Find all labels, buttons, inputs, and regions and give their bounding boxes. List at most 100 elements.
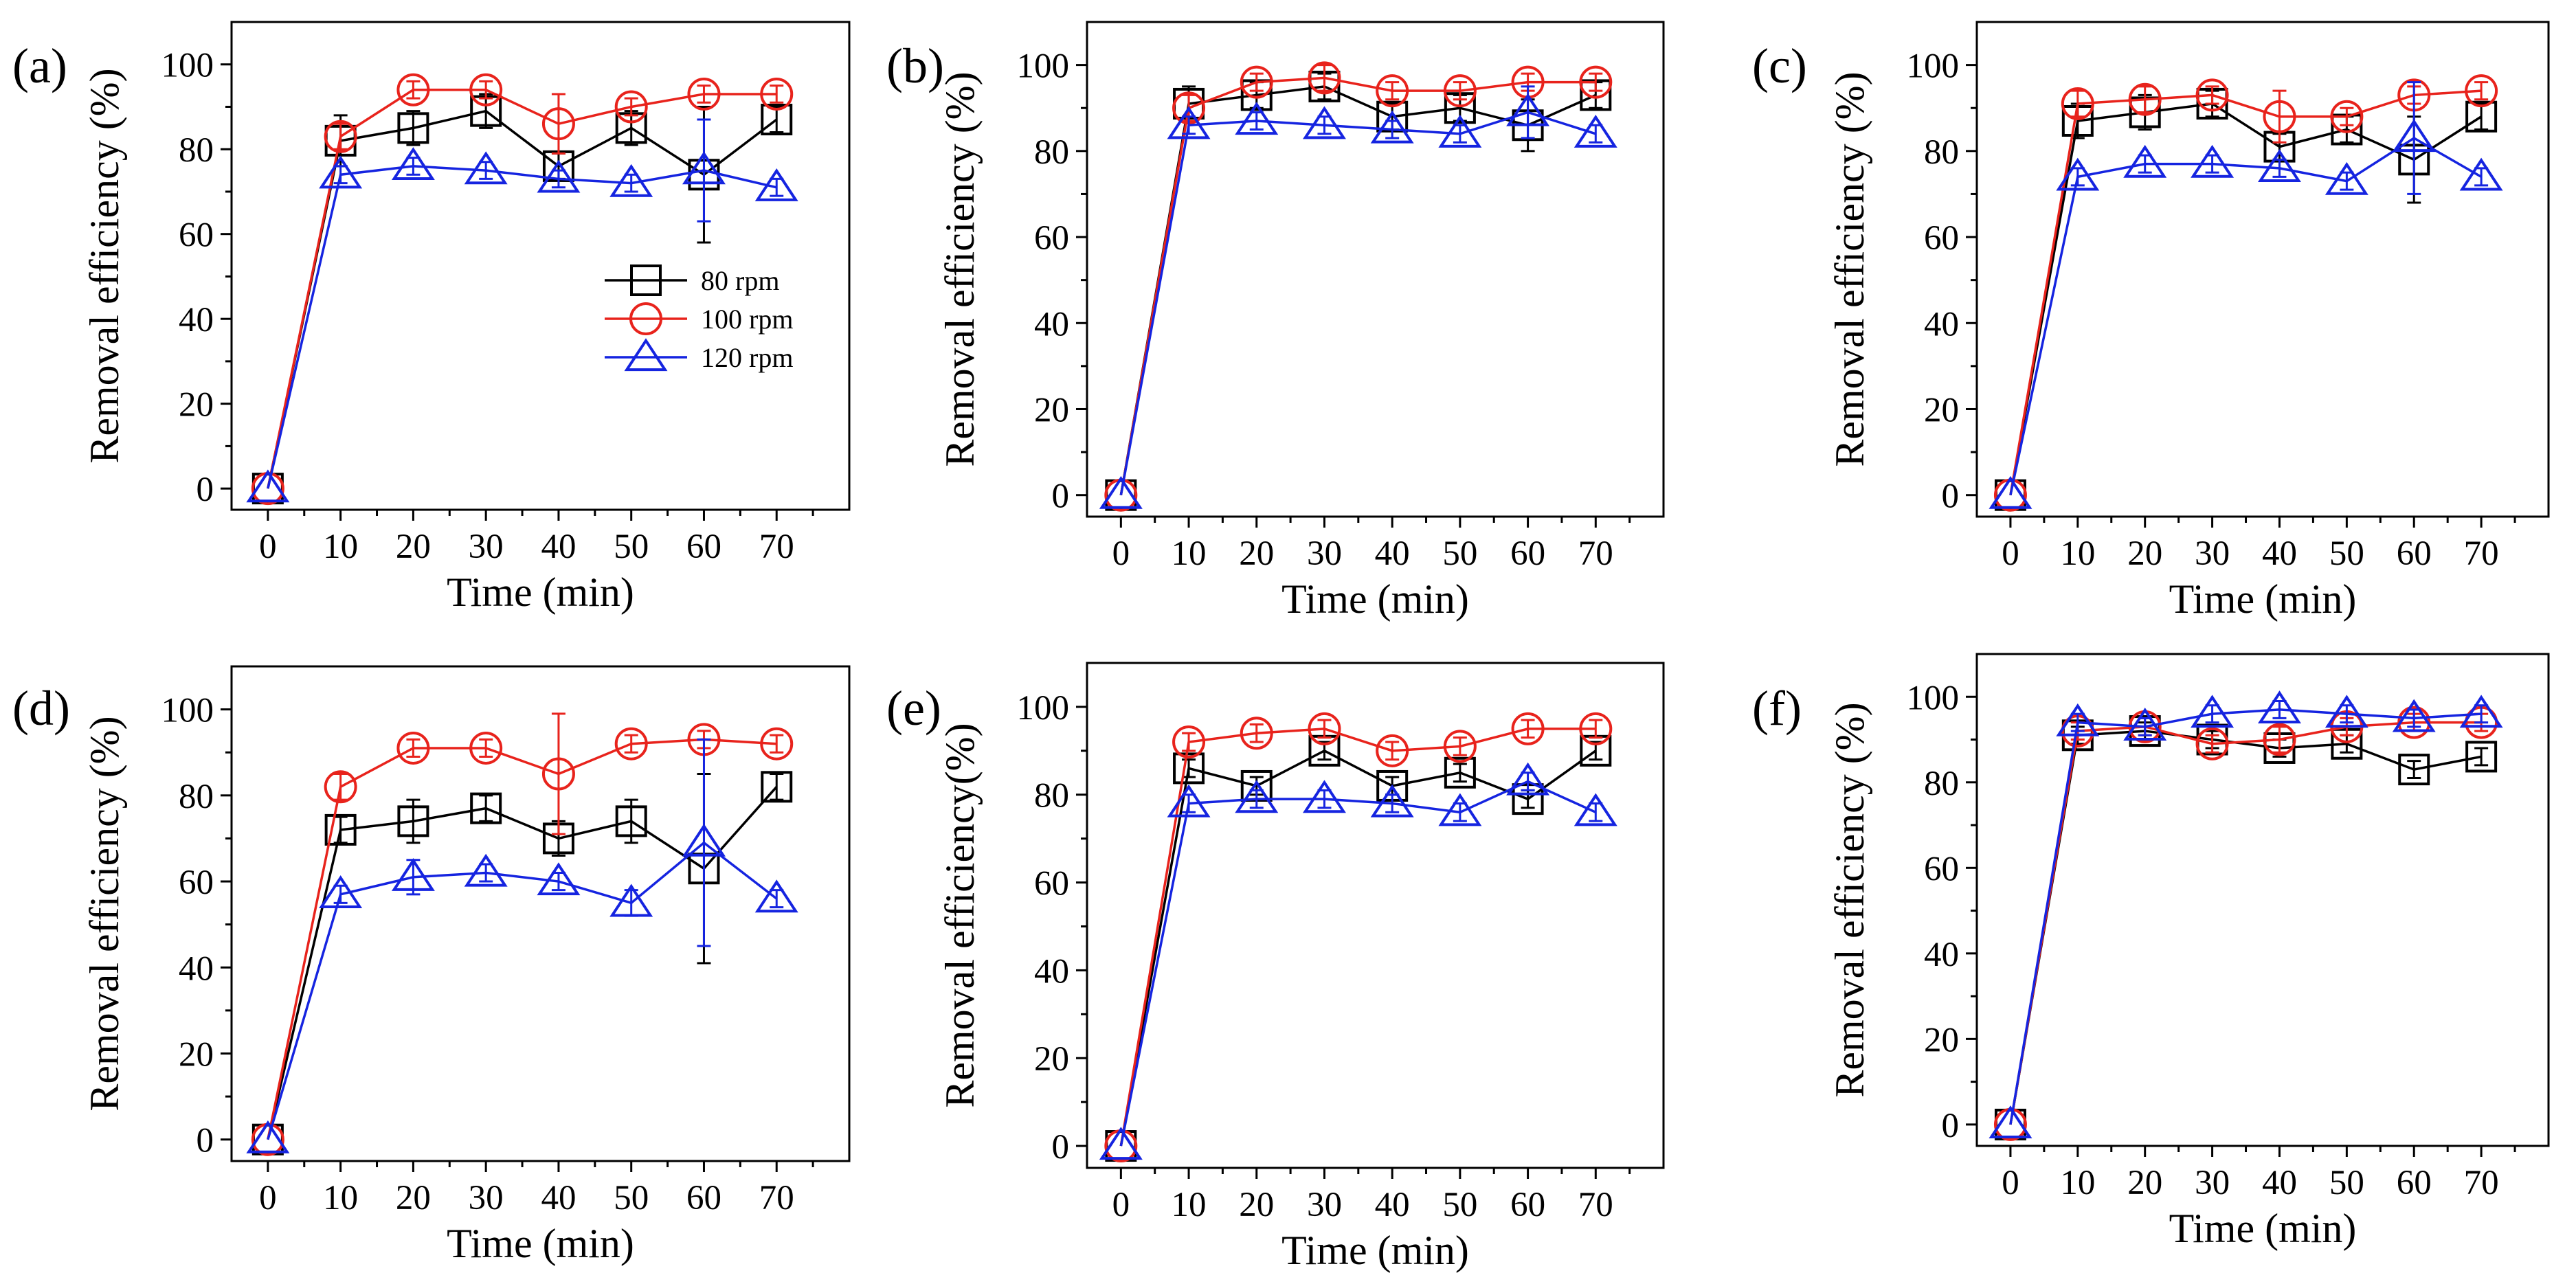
data-point-square (397, 805, 429, 837)
y-tick-label: 80 (1924, 133, 1959, 172)
y-tick-label: 0 (1052, 477, 1070, 516)
data-point-triangle (2191, 144, 2235, 178)
x-tick-label: 40 (1375, 534, 1410, 573)
series-100-rpm (251, 712, 794, 1156)
series-line (2009, 721, 2482, 1125)
data-point-triangle (2325, 695, 2368, 728)
y-tick-label: 0 (1052, 1128, 1070, 1167)
data-point-triangle (391, 857, 435, 891)
x-tick-label: 40 (541, 1179, 576, 1217)
y-tick-label: 40 (179, 301, 214, 339)
data-point-triangle (1506, 93, 1550, 126)
data-point-circle (324, 120, 357, 153)
series-line (267, 786, 778, 1140)
y-tick-label: 20 (179, 386, 214, 425)
data-point-circle (469, 73, 503, 106)
series-line (1119, 780, 1597, 1147)
plot-frame (1975, 653, 2550, 1147)
data-point-triangle (2123, 144, 2167, 178)
data-point-circle (2330, 100, 2364, 133)
x-tick-label: 20 (396, 1179, 431, 1217)
data-point-square (470, 792, 502, 824)
y-tick-label: 60 (179, 216, 214, 255)
data-point-triangle (1302, 106, 1346, 139)
data-point-triangle (537, 862, 581, 896)
y-axis-title: Removal efficiency(%) (937, 723, 983, 1107)
x-tick-label: 50 (614, 528, 649, 566)
y-tick-label: 40 (1924, 936, 1959, 974)
y-tick-label: 20 (179, 1035, 214, 1074)
data-point-triangle (537, 159, 581, 193)
legend-label: 120 rpm (701, 342, 793, 373)
x-tick-label: 0 (2002, 534, 2019, 573)
series-line (2009, 136, 2482, 496)
series-100-rpm (251, 73, 794, 506)
panel-label: (d) (12, 681, 70, 736)
y-tick-label: 100 (161, 692, 214, 730)
series-120-rpm (1099, 762, 1617, 1160)
series-line (1119, 76, 1596, 495)
x-tick-label: 0 (259, 528, 277, 566)
plot-frame (1086, 21, 1665, 518)
data-point-triangle (2056, 157, 2100, 191)
data-point-circle (2263, 723, 2296, 756)
data-point-circle (1240, 65, 1273, 99)
legend-label: 80 rpm (701, 265, 779, 296)
data-point-circle (1579, 65, 1613, 99)
series-line (2009, 102, 2483, 496)
x-tick-label: 20 (2127, 534, 2162, 573)
x-tick-label: 20 (1239, 1186, 1274, 1224)
data-point-circle (1443, 74, 1477, 108)
series-80-rpm (1994, 87, 2498, 511)
x-tick-label: 20 (2127, 1164, 2162, 1202)
data-point-triangle (2392, 119, 2436, 153)
legend-marker-square (630, 264, 662, 296)
data-point-triangle (246, 1120, 290, 1153)
legend-marker-triangle (624, 338, 668, 372)
x-tick-label: 10 (1172, 534, 1207, 573)
series-100-rpm (1104, 61, 1613, 512)
x-tick-label: 30 (2195, 534, 2230, 573)
legend-label: 100 rpm (701, 304, 793, 335)
y-tick-label: 80 (179, 778, 214, 816)
y-tick-label: 40 (1924, 305, 1959, 343)
data-point-square (761, 104, 793, 135)
data-point-triangle (1099, 475, 1143, 509)
data-point-triangle (1167, 784, 1211, 818)
x-tick-label: 40 (2262, 1164, 2297, 1202)
y-tick-label: 60 (179, 864, 214, 902)
data-point-square (397, 112, 429, 144)
data-point-triangle (1573, 793, 1617, 826)
data-point-circle (614, 727, 648, 761)
series-100-rpm (1104, 712, 1613, 1163)
x-axis-title: Time (min) (1281, 576, 1469, 622)
data-point-square (615, 805, 647, 837)
series-120-rpm (1989, 690, 2503, 1138)
x-tick-label: 0 (259, 1179, 277, 1217)
y-tick-label: 60 (1924, 219, 1959, 258)
data-point-triangle (609, 164, 653, 197)
x-tick-label: 30 (1307, 1186, 1342, 1224)
legend: 80 rpm 100 rpm 120 rpm (605, 264, 793, 373)
data-point-circle (1376, 734, 1409, 767)
series-line (1119, 749, 1597, 1147)
chart-panel-3: 0 10 20 30 40 50 60 70 0 20 40 60 80 100 Time (min) Rem… (12, 665, 851, 1266)
series-120-rpm (1099, 85, 1617, 509)
x-tick-label: 70 (1578, 1186, 1613, 1224)
x-tick-label: 70 (1578, 534, 1613, 573)
data-point-triangle (1573, 114, 1617, 148)
data-point-triangle (1302, 780, 1346, 813)
series-line (2009, 708, 2482, 1125)
y-tick-label: 100 (1907, 679, 1960, 717)
series-line (1119, 111, 1596, 496)
series-80-rpm (251, 93, 793, 505)
data-point-triangle (2325, 161, 2368, 195)
chart-panel-0: 0 10 20 30 40 50 60 70 0 20 40 60 80 100 Time (min) Rem… (12, 21, 851, 615)
panel-label: (e) (886, 681, 941, 736)
x-tick-label: 70 (2464, 1164, 2499, 1202)
y-tick-label: 80 (1034, 133, 1069, 172)
data-point-triangle (1167, 106, 1211, 139)
plot-frame (1975, 21, 2550, 518)
x-axis-title: Time (min) (447, 1221, 634, 1266)
y-tick-label: 60 (1034, 865, 1069, 903)
